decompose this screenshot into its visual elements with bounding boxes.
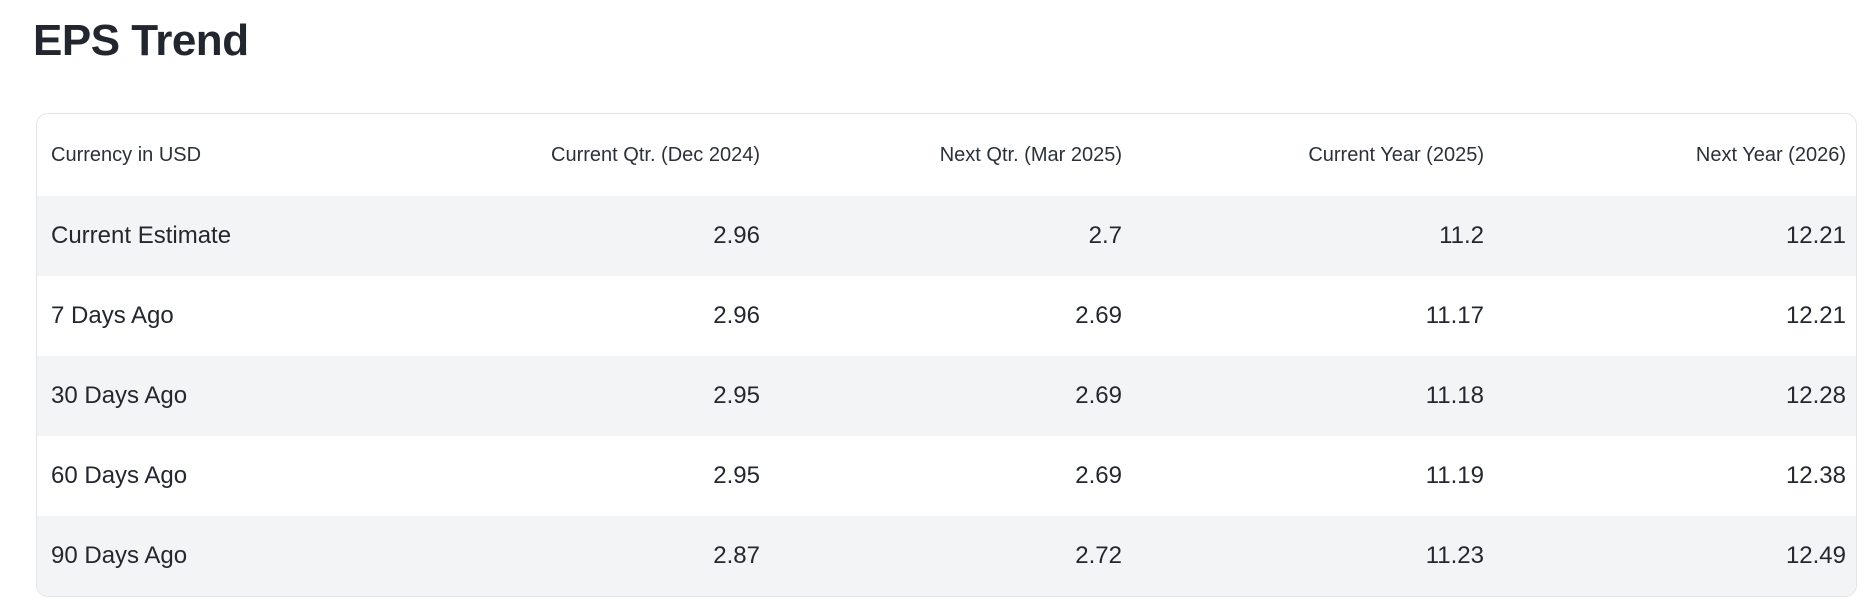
table-row-current-estimate: Current Estimate 2.96 2.7 11.2 12.21 <box>37 196 1856 276</box>
table-row-60-days-ago: 60 Days Ago 2.95 2.69 11.19 12.38 <box>37 436 1856 516</box>
cell-value: 12.21 <box>1785 302 1846 329</box>
cell-value: 2.95 <box>713 382 760 409</box>
row-label: 60 Days Ago <box>51 462 188 489</box>
eps-trend-card: Currency in USD Current Qtr. (Dec 2024) … <box>36 113 1857 597</box>
cell-value: 2.72 <box>1075 542 1122 569</box>
table-row-90-days-ago: 90 Days Ago 2.87 2.72 11.23 12.49 <box>37 516 1856 596</box>
column-header-next-qtr: Next Qtr. (Mar 2025) <box>939 143 1122 166</box>
cell-value: 12.21 <box>1785 222 1846 249</box>
cell-value: 12.38 <box>1785 462 1846 489</box>
cell-value: 2.87 <box>713 542 760 569</box>
cell-value: 2.69 <box>1075 302 1122 329</box>
cell-value: 11.2 <box>1439 222 1484 249</box>
row-label: Current Estimate <box>51 222 232 249</box>
cell-value: 2.7 <box>1088 222 1122 249</box>
cell-value: 12.28 <box>1785 382 1846 409</box>
cell-value: 11.18 <box>1425 382 1484 409</box>
cell-value: 11.17 <box>1425 302 1484 329</box>
cell-value: 2.96 <box>713 222 760 249</box>
column-header-currency: Currency in USD <box>51 143 202 166</box>
column-header-current-year: Current Year (2025) <box>1308 143 1484 166</box>
table-header-row: Currency in USD Current Qtr. (Dec 2024) … <box>37 114 1856 196</box>
table-row-7-days-ago: 7 Days Ago 2.96 2.69 11.17 12.21 <box>37 276 1856 356</box>
cell-value: 12.49 <box>1785 542 1846 569</box>
row-label: 30 Days Ago <box>51 382 188 409</box>
cell-value: 2.69 <box>1075 382 1122 409</box>
page-title: EPS Trend <box>33 16 249 65</box>
cell-value: 2.69 <box>1075 462 1122 489</box>
row-label: 7 Days Ago <box>51 302 174 329</box>
column-header-current-qtr: Current Qtr. (Dec 2024) <box>551 143 760 166</box>
column-header-next-year: Next Year (2026) <box>1695 143 1846 166</box>
cell-value: 2.95 <box>713 462 760 489</box>
cell-value: 11.19 <box>1425 462 1484 489</box>
row-label: 90 Days Ago <box>51 542 188 569</box>
cell-value: 2.96 <box>713 302 760 329</box>
cell-value: 11.23 <box>1425 542 1484 569</box>
table-row-30-days-ago: 30 Days Ago 2.95 2.69 11.18 12.28 <box>37 356 1856 436</box>
